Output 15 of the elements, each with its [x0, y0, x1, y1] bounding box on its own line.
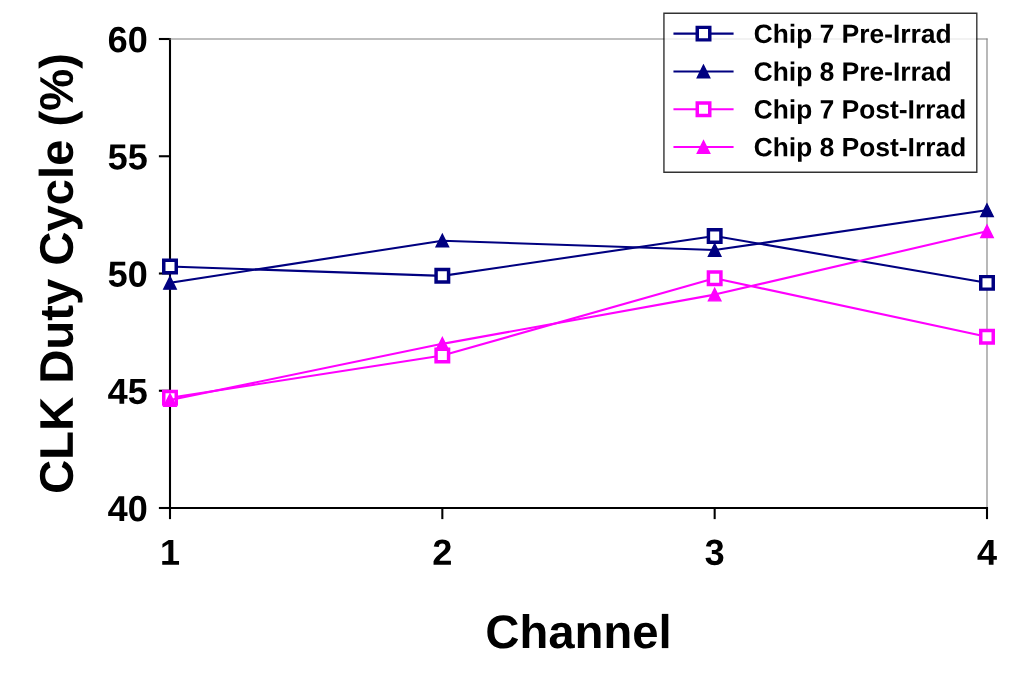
y-tick-label: 60	[108, 26, 147, 53]
legend-label: Chip 7 Pre-Irrad	[754, 23, 950, 49]
x-tick-label: 2	[433, 539, 451, 565]
legend-label: Chip 7 Post-Irrad	[754, 99, 965, 124]
y-tick-label: 50	[108, 261, 147, 287]
legend-label: Chip 8 Pre-Irrad	[754, 61, 950, 87]
x-tick-label: 4	[977, 539, 997, 565]
x-tick-label: 1	[162, 539, 180, 565]
x-axis-title: Channel	[487, 613, 669, 649]
y-tick-label: 40	[108, 495, 147, 522]
x-tick-label: 3	[705, 539, 724, 566]
y-axis-title: CLK Duty Cycle (%)	[38, 55, 83, 492]
y-tick-label: 55	[108, 144, 147, 170]
legend-label: Chip 8 Post-Irrad	[754, 137, 965, 162]
y-tick-label: 45	[108, 378, 147, 405]
